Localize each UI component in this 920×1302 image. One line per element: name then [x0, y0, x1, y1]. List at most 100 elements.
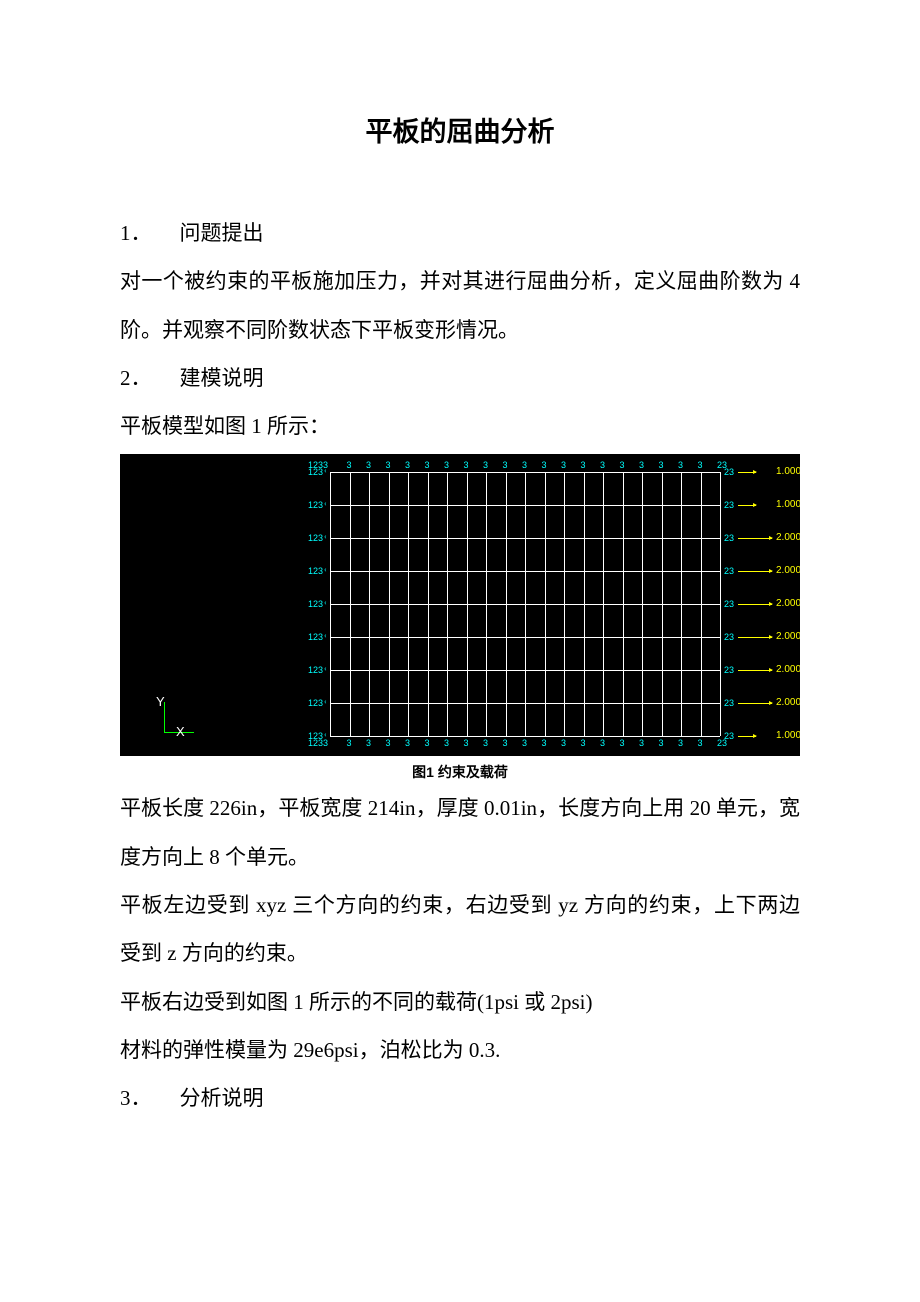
constraint-marker: ‹	[324, 634, 328, 638]
constraint-label-bottom: 1233	[308, 738, 328, 748]
load-arrow	[738, 538, 772, 539]
constraint-label-bottom: 3	[639, 738, 644, 748]
constraint-label-top: 3	[386, 460, 391, 470]
section-3-label: 分析说明	[180, 1086, 264, 1110]
constraint-marker: ‹	[324, 733, 328, 737]
constraint-label-top: 3	[444, 460, 449, 470]
constraint-label-bottom: 3	[620, 738, 625, 748]
constraint-label-top: 3	[542, 460, 547, 470]
grid-hline	[330, 736, 720, 737]
constraint-label-top: 3	[405, 460, 410, 470]
constraint-label-bottom: 3	[444, 738, 449, 748]
constraint-label-bottom: 3	[425, 738, 430, 748]
constraint-label-top: 3	[620, 460, 625, 470]
constraint-label-bottom: 3	[698, 738, 703, 748]
constraint-marker: ‹	[324, 601, 328, 605]
constraint-label-top: 3	[561, 460, 566, 470]
section-2-num: 2．	[120, 354, 152, 402]
load-arrow	[738, 472, 756, 473]
figure-1: Y X 123‹123‹123‹123‹123‹123‹123‹123‹123‹…	[120, 454, 800, 782]
grid-hline	[330, 571, 720, 572]
constraint-label-top: 3	[425, 460, 430, 470]
constraint-label-bottom: 3	[561, 738, 566, 748]
constraint-label-bottom: 3	[405, 738, 410, 748]
constraint-label-bottom: 3	[581, 738, 586, 748]
constraint-label-bottom: 3	[366, 738, 371, 748]
grid-hline	[330, 538, 720, 539]
constraint-label-top: 3	[600, 460, 605, 470]
load-value: 2.000	[776, 598, 800, 609]
constraint-label-bottom: 3	[600, 738, 605, 748]
section-2-label: 建模说明	[180, 366, 264, 390]
load-value: 2.000	[776, 532, 800, 543]
constraint-label-bottom: 3	[522, 738, 527, 748]
paragraph-4: 平板左边受到 xyz 三个方向的约束，右边受到 yz 方向的约束，上下两边受到 …	[120, 881, 800, 978]
constraint-label-top: 3	[581, 460, 586, 470]
section-3-num: 3．	[120, 1074, 152, 1122]
constraint-label-right: 23	[724, 566, 734, 576]
constraint-label-right: 23	[724, 632, 734, 642]
constraint-marker: ‹	[324, 535, 328, 539]
constraint-label-right: 23	[724, 698, 734, 708]
constraint-label-top: 3	[639, 460, 644, 470]
section-3-heading: 3． 分析说明	[120, 1074, 800, 1122]
constraint-label-bottom: 23	[717, 738, 727, 748]
constraint-label-right: 23	[724, 599, 734, 609]
constraint-label-left: 123	[308, 533, 323, 543]
paragraph-1: 对一个被约束的平板施加压力，并对其进行屈曲分析，定义屈曲阶数为 4 阶。并观察不…	[120, 257, 800, 354]
load-arrow	[738, 703, 772, 704]
constraint-label-left: 123	[308, 566, 323, 576]
load-arrow	[738, 637, 772, 638]
constraint-label-right: 23	[724, 665, 734, 675]
constraint-label-top: 3	[659, 460, 664, 470]
load-value: 2.000	[776, 565, 800, 576]
constraint-label-top: 3	[678, 460, 683, 470]
constraint-marker: ‹	[324, 700, 328, 704]
constraint-marker: ‹	[324, 667, 328, 671]
constraint-label-top: 23	[717, 460, 727, 470]
constraint-label-bottom: 3	[542, 738, 547, 748]
grid-hline	[330, 472, 720, 473]
constraint-label-bottom: 3	[483, 738, 488, 748]
constraint-label-top: 3	[503, 460, 508, 470]
constraint-label-left: 123	[308, 698, 323, 708]
section-1-heading: 1． 问题提出	[120, 209, 800, 257]
grid-hline	[330, 670, 720, 671]
constraint-label-top: 3	[698, 460, 703, 470]
page-title: 平板的屈曲分析	[120, 110, 800, 149]
constraint-label-left: 123	[308, 599, 323, 609]
paragraph-6: 材料的弹性模量为 29e6psi，泊松比为 0.3.	[120, 1026, 800, 1074]
constraint-label-bottom: 3	[659, 738, 664, 748]
figure-1-caption: 图1 约束及载荷	[120, 762, 800, 782]
constraint-marker: ‹	[324, 502, 328, 506]
constraint-label-top: 3	[464, 460, 469, 470]
constraint-label-top: 3	[483, 460, 488, 470]
constraint-label-left: 123	[308, 665, 323, 675]
section-1-num: 1．	[120, 209, 152, 257]
load-value: 2.000	[776, 697, 800, 708]
load-value: 1.000	[776, 499, 800, 510]
constraint-label-bottom: 3	[678, 738, 683, 748]
constraint-label-left: 123	[308, 500, 323, 510]
section-1-label: 问题提出	[180, 221, 264, 245]
figure-1-canvas: Y X 123‹123‹123‹123‹123‹123‹123‹123‹123‹…	[120, 454, 800, 756]
grid-hline	[330, 637, 720, 638]
constraint-label-top: 3	[366, 460, 371, 470]
constraint-label-bottom: 3	[464, 738, 469, 748]
load-value: 2.000	[776, 664, 800, 675]
axis-y-label: Y	[156, 694, 165, 709]
constraint-label-top: 3	[347, 460, 352, 470]
section-2-heading: 2． 建模说明	[120, 354, 800, 402]
constraint-label-right: 23	[724, 500, 734, 510]
grid-hline	[330, 604, 720, 605]
load-arrow	[738, 571, 772, 572]
paragraph-5: 平板右边受到如图 1 所示的不同的载荷(1psi 或 2psi)	[120, 978, 800, 1026]
grid-hline	[330, 703, 720, 704]
constraint-label-bottom: 3	[386, 738, 391, 748]
load-arrow	[738, 604, 772, 605]
constraint-label-right: 23	[724, 533, 734, 543]
constraint-label-bottom: 3	[347, 738, 352, 748]
grid-vline	[720, 472, 721, 736]
constraint-label-top: 1233	[308, 460, 328, 470]
constraint-marker: ‹	[324, 568, 328, 572]
